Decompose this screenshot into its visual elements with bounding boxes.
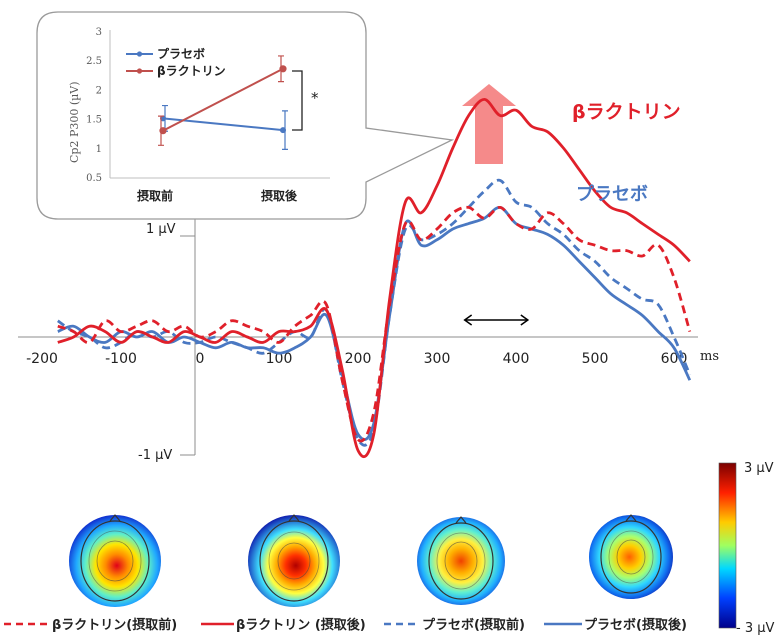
inset-y-tick-labels: 0.5 1 1.5 2 2.5 3 xyxy=(86,27,102,184)
inset-y-tick-label: 3 xyxy=(96,27,102,38)
inset-point xyxy=(279,65,287,73)
waveform-placebo-after xyxy=(57,205,692,441)
x-tick-label: 500 xyxy=(582,351,609,367)
callout-bubble xyxy=(36,11,455,220)
legend-label-beta: βラクトリン xyxy=(157,64,226,78)
topomap-placebo-before xyxy=(417,516,505,605)
colorbar-min-label: - 3 µV xyxy=(736,621,774,635)
inset-y-tick-label: 1 xyxy=(96,144,102,155)
x-tick-label: 300 xyxy=(424,351,451,367)
y-tick-label-pos: 1 µV xyxy=(146,222,176,237)
legend-label-placebo: プラセボ xyxy=(157,46,205,61)
inset-x-label-after: 摂取後 xyxy=(261,188,298,203)
x-tick-label: 100 xyxy=(266,351,293,367)
inset-y-tick-label: 1.5 xyxy=(86,115,102,126)
time-window-head-right xyxy=(520,314,530,326)
x-tick-label: 0 xyxy=(196,351,205,367)
inset-series xyxy=(158,55,288,150)
inset-axes: 0.5 1 1.5 2 2.5 3 Cp2 P300 (µV) 摂取前 摂取後 xyxy=(68,27,330,203)
waveform-beta-after xyxy=(57,98,691,459)
inset-point xyxy=(280,127,286,134)
topomap-beta-before xyxy=(69,514,161,607)
inset-legend: プラセボ βラクトリン xyxy=(126,46,226,78)
annotation-placebo: プラセボ xyxy=(576,183,648,205)
x-tick-label: -100 xyxy=(105,351,137,367)
legend-text-beta-before: βラクトリン(摂取前) xyxy=(52,617,177,633)
time-window-head-left xyxy=(463,314,473,326)
x-unit-label: ms xyxy=(700,349,719,364)
inset-x-label-before: 摂取前 xyxy=(137,188,173,203)
inset-line xyxy=(162,67,284,132)
x-tick-label: -200 xyxy=(26,351,58,367)
x-tick-label: 400 xyxy=(503,351,530,367)
annotation-beta-lactolin: βラクトリン xyxy=(572,101,681,123)
significance-bracket xyxy=(292,70,303,131)
inset-point xyxy=(159,127,167,135)
time-window-arrow-icon xyxy=(463,314,530,326)
inset-y-tick-label: 2 xyxy=(96,85,102,96)
legend-text-placebo-after: プラセボ(摂取後) xyxy=(584,617,687,633)
inset-series-beta xyxy=(158,55,287,146)
legend-text-placebo-before: プラセボ(摂取前) xyxy=(422,617,525,633)
inset-callout: 0.5 1 1.5 2 2.5 3 Cp2 P300 (µV) 摂取前 摂取後 * プラセ… xyxy=(36,11,455,220)
waveform-beta-before xyxy=(57,205,692,443)
inset-y-label: Cp2 P300 (µV) xyxy=(68,81,81,163)
legend-marker-placebo xyxy=(136,51,143,57)
topomap-placebo-after xyxy=(589,514,673,599)
y-tick-label-neg: -1 µV xyxy=(138,448,172,463)
arrow-head xyxy=(462,84,516,106)
topomap-beta-after xyxy=(248,514,340,607)
colorbar-max-label: 3 µV xyxy=(744,461,774,476)
waveform-placebo-before xyxy=(56,178,692,447)
significance-star: * xyxy=(311,89,319,107)
colorbar-gradient xyxy=(718,462,737,629)
inset-y-tick-label: 2.5 xyxy=(86,56,102,67)
colorbar: 3 µV - 3 µV xyxy=(718,461,774,635)
x-tick-labels: -200 -100 0 100 200 300 400 500 600 xyxy=(26,351,687,367)
erp-waveforms xyxy=(56,98,692,459)
waveform-legend: βラクトリン(摂取前) βラクトリン (摂取後) プラセボ(摂取前) プラセボ(… xyxy=(4,617,687,633)
increase-arrow-icon xyxy=(462,84,516,164)
inset-y-tick-label: 0.5 xyxy=(86,173,102,184)
legend-text-beta-after: βラクトリン (摂取後) xyxy=(236,617,366,633)
legend-marker-beta xyxy=(136,68,143,74)
x-tick-label: 200 xyxy=(345,351,372,367)
topomap-row xyxy=(69,514,673,607)
